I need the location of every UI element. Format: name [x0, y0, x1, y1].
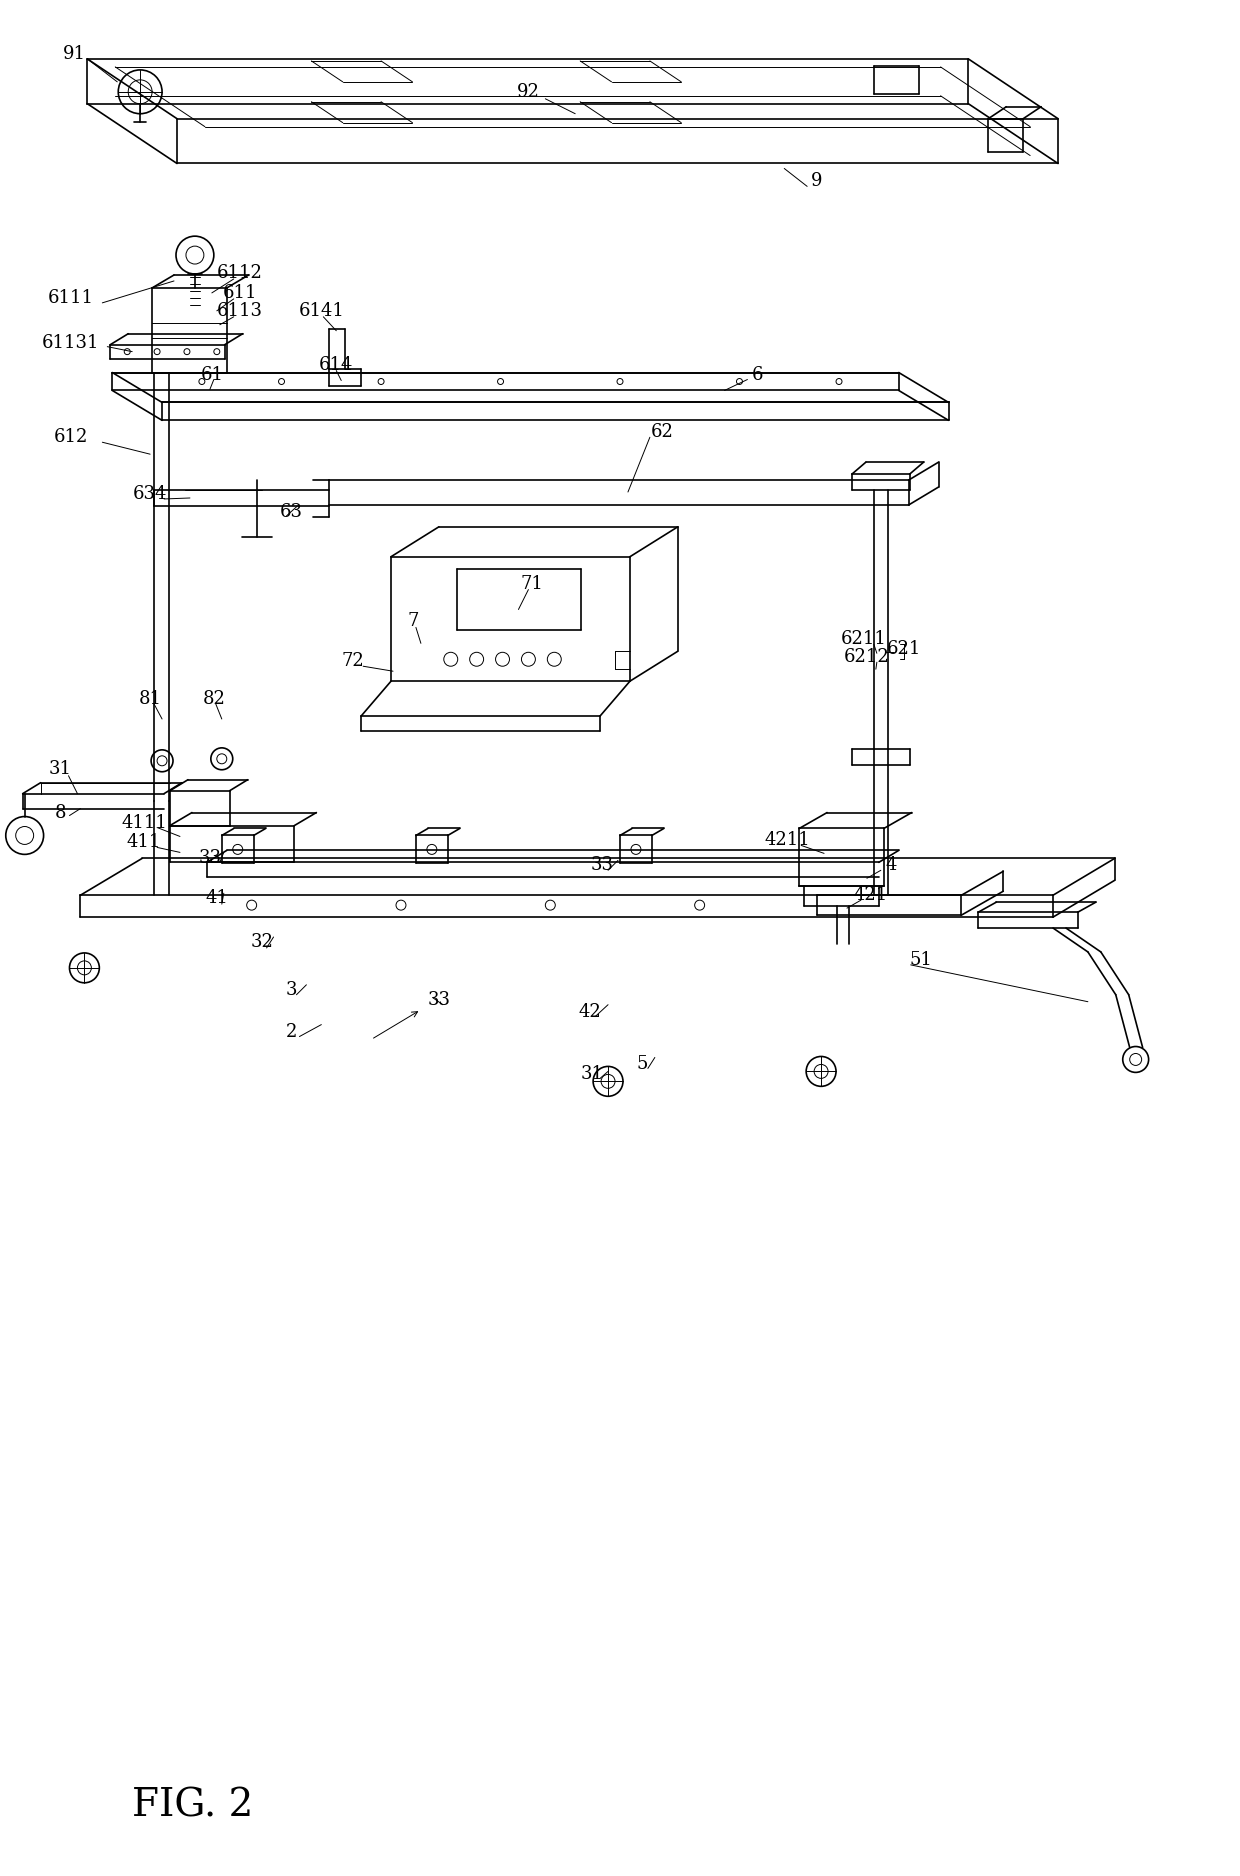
Text: 612: 612 [53, 428, 88, 446]
Text: 6: 6 [751, 366, 763, 383]
Text: 611: 611 [222, 283, 257, 302]
Text: 33: 33 [590, 855, 614, 874]
Text: 9: 9 [811, 173, 823, 189]
Text: 92: 92 [517, 83, 539, 101]
Text: 82: 82 [202, 690, 226, 707]
Text: 6111: 6111 [47, 289, 93, 308]
Text: 71: 71 [521, 574, 544, 593]
Text: 41: 41 [206, 889, 228, 908]
Text: 4: 4 [885, 855, 897, 874]
Text: 6212: 6212 [844, 649, 890, 666]
Text: 6211: 6211 [841, 630, 887, 649]
Text: 81: 81 [139, 690, 161, 707]
Text: 2: 2 [285, 1022, 298, 1041]
Text: 31: 31 [580, 1066, 604, 1082]
Text: 5: 5 [636, 1056, 647, 1073]
Text: 42: 42 [579, 1002, 601, 1021]
Text: 634: 634 [133, 486, 167, 503]
Text: 51: 51 [909, 951, 932, 968]
Text: 421: 421 [854, 885, 888, 904]
Text: 6141: 6141 [299, 302, 345, 319]
Text: 4211: 4211 [764, 831, 810, 850]
Text: 31: 31 [50, 760, 72, 779]
Text: 32: 32 [250, 932, 273, 951]
Text: FIG. 2: FIG. 2 [133, 1788, 253, 1825]
Text: 61131: 61131 [42, 334, 99, 351]
Text: 63: 63 [280, 503, 303, 522]
Text: 7: 7 [407, 612, 419, 630]
Text: 33: 33 [198, 850, 222, 867]
Text: 62: 62 [650, 424, 673, 441]
Text: 614: 614 [319, 356, 353, 373]
Text: 6113: 6113 [217, 302, 263, 319]
Text: 411: 411 [126, 833, 161, 852]
Text: 4111: 4111 [122, 814, 167, 831]
Text: 72: 72 [342, 653, 365, 670]
Text: 33: 33 [428, 991, 450, 1009]
Text: 91: 91 [63, 45, 86, 64]
Text: 8: 8 [55, 803, 66, 822]
Text: 6112: 6112 [217, 265, 263, 281]
Text: 3: 3 [285, 981, 298, 998]
Text: 621: 621 [887, 640, 921, 658]
Text: 61: 61 [201, 366, 223, 383]
